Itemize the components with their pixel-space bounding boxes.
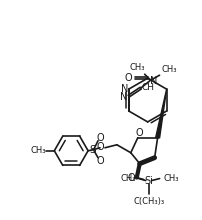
Text: O: O — [96, 133, 104, 143]
Text: N: N — [150, 76, 157, 86]
Text: N: N — [120, 92, 127, 102]
Text: C(CH₃)₃: C(CH₃)₃ — [133, 197, 164, 206]
Text: Si: Si — [144, 176, 153, 185]
Text: CH₃: CH₃ — [31, 146, 46, 155]
Text: CH₃: CH₃ — [130, 63, 145, 72]
Text: O: O — [136, 128, 144, 138]
Polygon shape — [156, 89, 167, 138]
Text: CH₃: CH₃ — [164, 174, 179, 183]
Text: CH: CH — [141, 83, 154, 92]
Text: O: O — [128, 172, 136, 183]
Text: O: O — [96, 156, 104, 166]
Text: S: S — [90, 145, 96, 155]
Text: O: O — [96, 142, 104, 152]
Text: CH₃: CH₃ — [120, 174, 136, 183]
Text: O: O — [125, 73, 133, 83]
Text: N: N — [121, 84, 128, 94]
Text: CH₃: CH₃ — [162, 65, 177, 74]
